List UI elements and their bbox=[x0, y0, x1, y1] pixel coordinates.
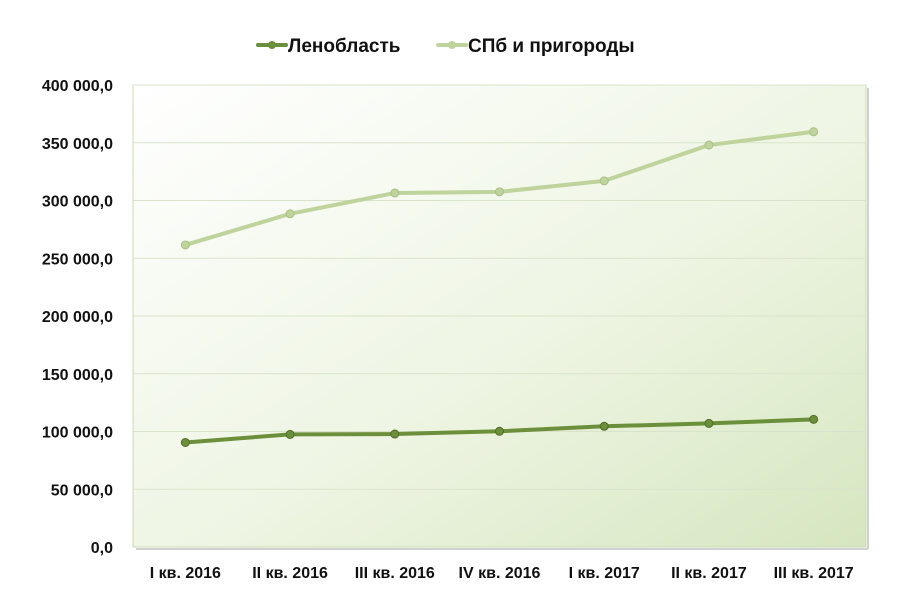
x-tick-label: II кв. 2016 bbox=[252, 565, 328, 582]
legend-item: СПб и пригороды bbox=[436, 36, 635, 57]
data-point bbox=[495, 426, 504, 436]
y-tick-label: 200 000,0 bbox=[42, 309, 113, 326]
y-tick-label: 300 000,0 bbox=[42, 194, 113, 211]
series-layer bbox=[180, 127, 819, 447]
data-point bbox=[809, 127, 819, 137]
data-point bbox=[704, 140, 714, 150]
data-point bbox=[390, 188, 400, 198]
data-point bbox=[704, 418, 714, 428]
x-tick-label: IV кв. 2016 bbox=[459, 565, 541, 582]
data-point bbox=[809, 414, 819, 424]
x-tick-label: I кв. 2017 bbox=[569, 565, 640, 582]
legend-label: Ленобласть bbox=[288, 36, 400, 57]
y-tick-label: 0,0 bbox=[91, 540, 113, 557]
legend-swatch-marker bbox=[448, 41, 456, 49]
data-point bbox=[285, 209, 295, 219]
y-tick-label: 100 000,0 bbox=[42, 425, 113, 442]
y-tick-label: 350 000,0 bbox=[42, 136, 113, 153]
data-point bbox=[599, 421, 609, 431]
x-tick-label: I кв. 2016 bbox=[150, 565, 221, 582]
series-2 bbox=[180, 127, 819, 250]
y-axis: 0,0 50 000,0 100 000,0 150 000,0 200 000,0 25… bbox=[42, 78, 113, 557]
x-tick-label: II кв. 2017 bbox=[671, 565, 747, 582]
gridlines bbox=[133, 84, 866, 490]
legend-label: СПб и пригороды bbox=[468, 36, 635, 57]
plot-area bbox=[132, 84, 869, 550]
data-point bbox=[599, 176, 609, 186]
x-tick-label: III кв. 2016 bbox=[355, 565, 435, 582]
series-1 bbox=[180, 414, 819, 447]
y-tick-label: 400 000,0 bbox=[42, 78, 113, 95]
y-tick-label: 150 000,0 bbox=[42, 367, 113, 384]
legend: Ленобласть СПб и пригороды bbox=[256, 36, 635, 57]
legend-swatch-marker bbox=[268, 41, 276, 49]
x-axis: I кв. 2016 II кв. 2016 III кв. 2016 IV кв. … bbox=[150, 565, 854, 582]
x-tick-label: III кв. 2017 bbox=[774, 565, 854, 582]
data-point bbox=[180, 240, 190, 250]
y-tick-label: 250 000,0 bbox=[42, 251, 113, 268]
legend-item: Ленобласть bbox=[256, 36, 400, 57]
data-point bbox=[495, 187, 504, 197]
data-point bbox=[390, 429, 400, 439]
data-point bbox=[180, 437, 190, 447]
data-point bbox=[285, 429, 295, 439]
y-tick-label: 50 000,0 bbox=[51, 482, 113, 499]
